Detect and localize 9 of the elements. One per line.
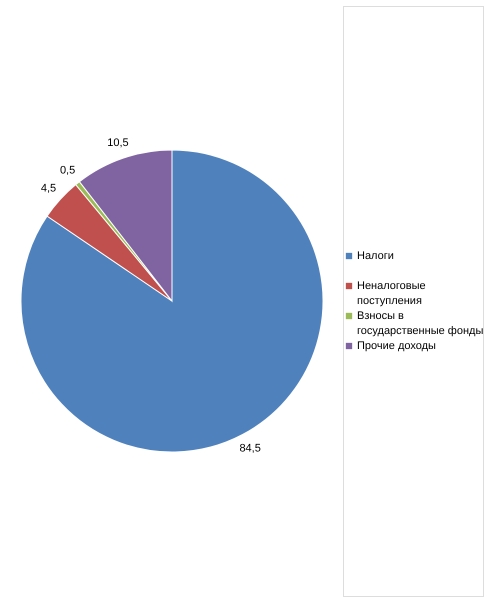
pie-slice — [20, 150, 324, 452]
data-label: 4,5 — [40, 182, 56, 195]
data-label: 84,5 — [239, 442, 261, 455]
legend-label: Налоги — [357, 250, 394, 262]
legend-label: Прочие доходы — [357, 340, 436, 352]
legend-label: Неналоговые поступления — [357, 280, 426, 307]
data-label: 10,5 — [107, 137, 129, 150]
data-label: 0,5 — [60, 164, 76, 177]
legend-label: Взносы в государственные фонды — [357, 310, 484, 337]
